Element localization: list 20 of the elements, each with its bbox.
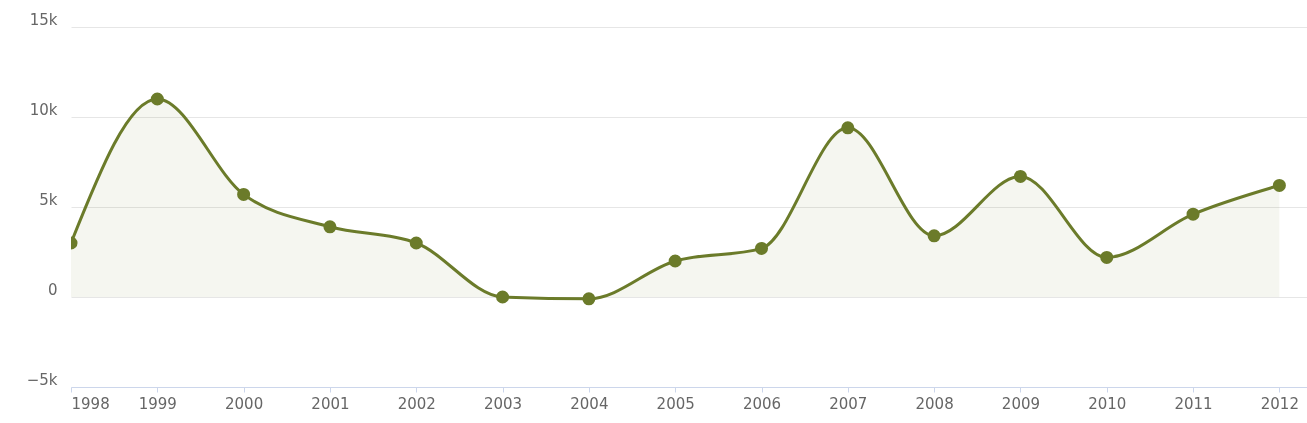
x-tick-label: 1999: [138, 394, 177, 413]
x-tick-label: 2009: [1001, 394, 1041, 413]
x-tick-label: 2012: [1260, 394, 1299, 413]
x-tick-label: 2007: [829, 394, 868, 413]
x-tick-label: 2008: [915, 394, 954, 413]
y-tick-label: 10k: [29, 100, 58, 119]
y-tick-label: −5k: [26, 370, 58, 389]
x-tick-label: 2006: [742, 394, 782, 413]
x-tick-label: 2011: [1174, 394, 1213, 413]
x-tick-label: 2000: [225, 394, 264, 413]
x-tick-label: 2004: [570, 394, 609, 413]
x-tick-label: 2010: [1088, 394, 1127, 413]
y-tick-label: 0: [47, 280, 58, 299]
x-tick-label: 2005: [656, 394, 695, 413]
x-tick-label: 2001: [311, 394, 350, 413]
x-tick-label: 2002: [397, 394, 436, 413]
y-tick-label: 5k: [39, 190, 58, 209]
x-tick-label: 1998: [71, 394, 110, 413]
x-tick-label: 2003: [483, 394, 523, 413]
y-tick-label: 15k: [29, 10, 58, 29]
